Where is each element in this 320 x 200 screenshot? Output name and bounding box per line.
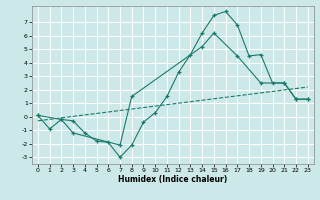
X-axis label: Humidex (Indice chaleur): Humidex (Indice chaleur) bbox=[118, 175, 228, 184]
